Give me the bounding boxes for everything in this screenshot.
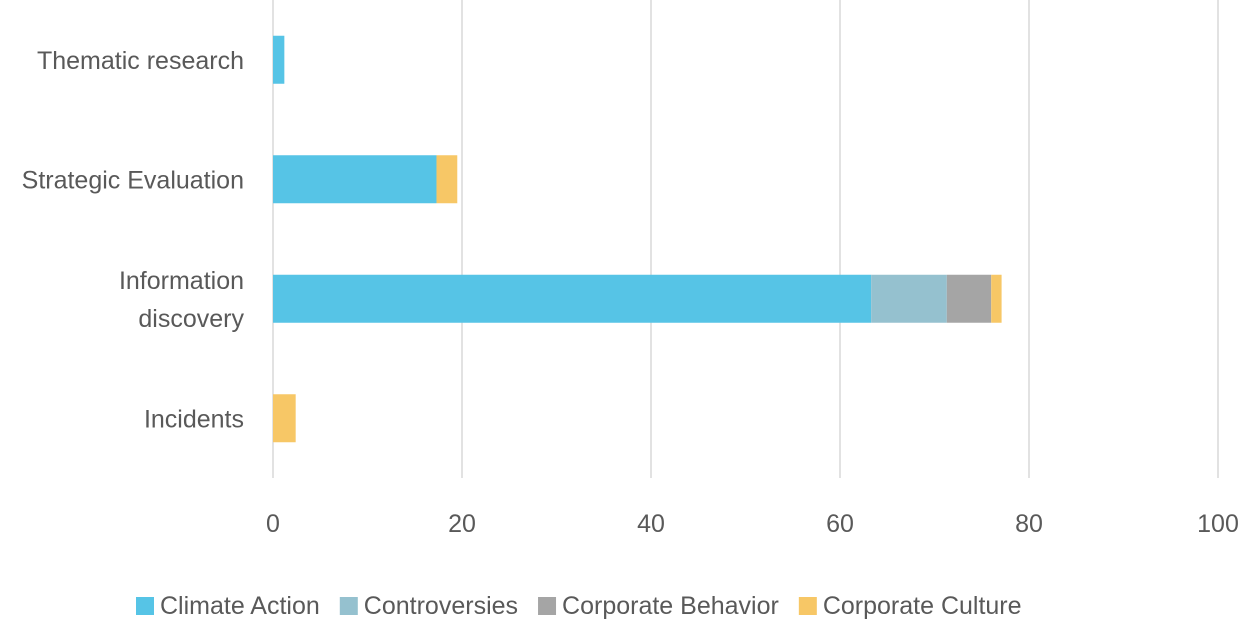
legend-label: Climate Action [160,592,320,620]
category-label: Strategic Evaluation [22,166,244,194]
x-tick-label: 40 [637,510,665,538]
x-tick-label: 100 [1197,510,1239,538]
legend-item: Corporate Culture [798,592,1022,620]
bar-segment [436,155,458,204]
bar-segment [273,155,437,204]
legend-label: Controversies [364,592,518,620]
bar-segment [273,35,285,84]
x-tick-label: 20 [448,510,476,538]
axes: 0 20 40 60 80 100 Thematic research Strategic E… [22,47,1239,538]
bar-segment [273,274,872,323]
bars [273,35,1002,443]
legend-item: Corporate Behavior [538,592,779,620]
category-label: Thematic research [37,47,244,75]
x-tick-label: 0 [266,510,280,538]
category-label: Information discovery [119,267,245,333]
legend: Climate Action Controversies Corporate Beh… [136,592,1022,620]
bar-segment [871,274,947,323]
legend-item: Controversies [339,592,518,620]
legend-label: Corporate Culture [823,592,1022,620]
bar-segment [273,394,296,443]
legend-label: Corporate Behavior [562,592,779,620]
legend-swatch [538,597,557,615]
x-tick-label: 60 [826,510,854,538]
legend-item: Climate Action [136,592,320,620]
category-label: Incidents [144,405,244,433]
grid-lines [272,0,1219,478]
bar-segment [991,274,1002,323]
bar-segment [946,274,992,323]
legend-swatch [136,597,154,615]
legend-swatch [798,597,817,615]
x-tick-label: 80 [1015,510,1043,538]
legend-swatch [339,597,358,615]
